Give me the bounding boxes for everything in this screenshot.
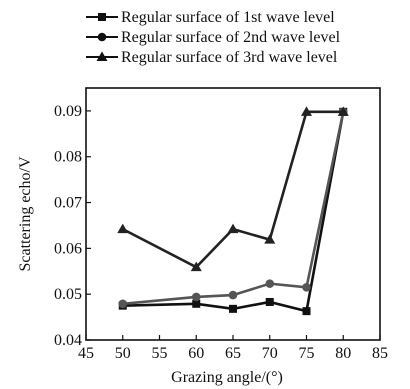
data-point (228, 290, 238, 300)
legend-item: Regular surface of 2nd wave level (86, 29, 341, 46)
legend-label: Regular surface of 1st wave level (121, 9, 335, 26)
data-point (117, 223, 129, 234)
legend-marker (96, 51, 108, 61)
y-tick-label: 0.09 (54, 103, 82, 120)
series-1 (118, 107, 348, 316)
data-point (118, 299, 128, 309)
legend-marker (98, 13, 106, 21)
y-tick-label: 0.06 (54, 240, 82, 257)
x-tick-label: 45 (78, 345, 94, 362)
x-tick-label: 85 (372, 345, 388, 362)
data-point (265, 279, 275, 288)
x-tick-label: 55 (152, 345, 168, 362)
data-point (192, 299, 201, 308)
y-tick-label: 0.07 (54, 195, 82, 212)
data-point (190, 261, 202, 272)
series-line (122, 111, 345, 306)
legend-item: Regular surface of 1st wave level (86, 9, 335, 26)
data-point (265, 297, 274, 306)
series-line (122, 111, 345, 313)
series-layer (117, 106, 349, 316)
data-point (302, 307, 311, 316)
x-tick-label: 70 (262, 345, 278, 362)
legend: Regular surface of 1st wave level Regular… (86, 9, 341, 66)
x-axis: 45 50 55 60 65 70 75 80 85 (78, 335, 388, 362)
data-point (229, 304, 237, 313)
legend-marker (97, 32, 107, 42)
series-line (122, 110, 344, 269)
data-point (337, 106, 349, 116)
data-point (227, 223, 239, 234)
x-tick-label: 75 (299, 345, 315, 362)
legend-item: Regular surface of 3rd wave level (86, 49, 338, 66)
x-axis-label: Grazing angle/(°) (171, 369, 283, 386)
y-axis-label: Scattering echo/V (17, 156, 34, 272)
series-3 (117, 106, 349, 272)
series-2 (118, 107, 348, 309)
y-tick-label: 0.05 (54, 286, 82, 303)
x-tick-label: 80 (335, 345, 351, 362)
x-tick-label: 50 (115, 345, 131, 362)
data-point (264, 234, 276, 244)
y-axis: 0.04 0.05 0.06 0.07 0.08 0.09 (54, 103, 91, 349)
legend-label: Regular surface of 3rd wave level (121, 49, 338, 66)
data-point (302, 283, 311, 292)
data-point (301, 106, 312, 116)
y-tick-label: 0.04 (54, 332, 82, 349)
legend-label: Regular surface of 2nd wave level (121, 29, 341, 46)
x-tick-label: 65 (225, 345, 241, 362)
data-point (191, 292, 201, 302)
y-tick-label: 0.08 (54, 149, 82, 166)
x-tick-label: 60 (188, 345, 204, 362)
